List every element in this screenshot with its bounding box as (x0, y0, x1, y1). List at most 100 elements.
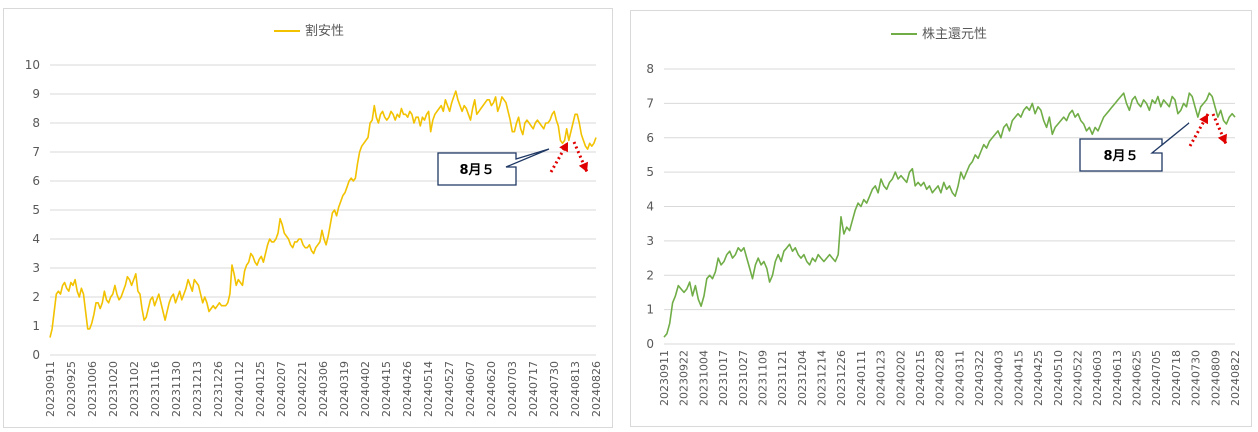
x-tick-label: 20231109 (756, 350, 769, 406)
y-tick-label: 7 (646, 96, 654, 110)
x-tick-label: 20240730 (1190, 350, 1203, 406)
x-tick-label: 20240426 (401, 361, 414, 417)
chart-right: 株主還元性 0 1 2 3 4 5 6 7 8 20230911 20230922 20231004 20… (646, 27, 1242, 406)
x-tick-label: 20240718 (1170, 350, 1183, 406)
series-line (49, 90, 597, 338)
x-tick-label: 20240613 (1111, 350, 1124, 406)
x-tick-label: 20240522 (1071, 350, 1084, 406)
x-tick-label: 20240403 (993, 350, 1006, 406)
x-tick-label: 20231204 (796, 350, 809, 406)
y-tick-label: 4 (32, 232, 40, 246)
x-tick-label: 20231121 (776, 350, 789, 406)
legend-label: 株主還元性 (922, 27, 987, 42)
arrow-head (578, 161, 589, 172)
x-tick-label: 20240620 (485, 361, 498, 417)
x-tick-label: 20240703 (506, 361, 519, 417)
y-tick-label: 6 (646, 131, 654, 145)
y-tick-label: 1 (32, 319, 40, 333)
y-tick-label: 0 (646, 337, 654, 351)
arrow-head (559, 142, 568, 153)
x-tick-label: 20240607 (464, 361, 477, 417)
x-tick-label: 20231027 (737, 350, 750, 406)
x-tick-label: 20240207 (275, 361, 288, 417)
x-tick-label: 20240425 (1032, 350, 1045, 406)
x-tick-label: 20231102 (128, 361, 141, 417)
y-tick-label: 1 (646, 303, 654, 317)
x-tick-label: 20240625 (1131, 350, 1144, 406)
trend-arrows (549, 141, 589, 173)
x-tick-label: 20240322 (973, 350, 986, 406)
x-tick-label: 20240228 (934, 350, 947, 406)
x-tick-label: 20240125 (254, 361, 267, 417)
arrow-line (549, 141, 570, 173)
x-tick-label: 20240311 (953, 350, 966, 406)
x-tick-label: 20231006 (86, 361, 99, 417)
x-tick-label: 20240527 (443, 361, 456, 417)
x-tick-label: 20230911 (44, 361, 57, 417)
x-tick-label: 20231020 (107, 361, 120, 417)
x-tick-label: 20240826 (590, 361, 603, 417)
y-tick-label: 0 (32, 348, 40, 362)
annotation-callout: 8月５ (1079, 122, 1190, 172)
x-tick-label: 20240809 (1209, 350, 1222, 406)
x-tick-label: 20240306 (317, 361, 330, 417)
x-tick-label: 20240415 (1012, 350, 1025, 406)
x-tick-label: 20240730 (548, 361, 561, 417)
trend-arrows (1188, 113, 1228, 147)
y-tick-label: 6 (32, 174, 40, 188)
y-tick-label: 9 (32, 87, 40, 101)
y-tick-label: 4 (646, 200, 654, 214)
chart-panel-right: 株主還元性 0 1 2 3 4 5 6 7 8 20230911 20230922 20231004 20… (630, 10, 1252, 427)
y-tick-label: 8 (32, 116, 40, 130)
legend-label: 割安性 (305, 23, 344, 39)
x-tick-label: 20240319 (338, 361, 351, 417)
y-tick-label: 2 (32, 290, 40, 304)
x-tick-label: 20240813 (569, 361, 582, 417)
arrow-head (1217, 133, 1228, 144)
arrow-head (1199, 114, 1208, 125)
arrow-line (572, 141, 589, 173)
y-tick-label: 2 (646, 268, 654, 282)
y-tick-label: 7 (32, 145, 40, 159)
x-tick-label: 20231130 (170, 361, 183, 417)
x-tick-label: 20231017 (717, 350, 730, 406)
x-tick-label: 20240112 (233, 361, 246, 417)
y-tick-label: 8 (646, 62, 654, 76)
x-tick-label: 20240111 (855, 350, 868, 406)
series-line (663, 92, 1236, 338)
x-tick-label: 20240123 (875, 350, 888, 406)
x-tick-label: 20240822 (1229, 350, 1242, 406)
annotation-callout: 8月５ (437, 148, 550, 186)
y-tick-label: 3 (32, 261, 40, 275)
x-tick-label: 20231214 (816, 350, 829, 406)
x-tick-label: 20231213 (191, 361, 204, 417)
x-tick-label: 20240603 (1091, 350, 1104, 406)
x-tick-label: 20230922 (678, 350, 691, 406)
y-tick-label: 5 (646, 165, 654, 179)
callout-box (1079, 122, 1190, 172)
x-tick-label: 20231226 (835, 350, 848, 406)
x-tick-label: 20240221 (296, 361, 309, 417)
x-tick-label: 20240510 (1052, 350, 1065, 406)
y-tick-label: 3 (646, 234, 654, 248)
legend: 割安性 (274, 23, 344, 39)
x-tick-label: 20240215 (914, 350, 927, 406)
x-tick-label: 20240514 (422, 361, 435, 417)
chart-panel-left: 割安性 0 1 2 3 4 5 6 7 8 9 10 20230911 20230925 20231006 2… (3, 8, 613, 428)
arrow-line (1211, 113, 1228, 145)
legend: 株主還元性 (891, 27, 987, 42)
x-tick-label: 20230925 (65, 361, 78, 417)
y-tick-label: 10 (25, 58, 40, 72)
x-tick-label: 20240705 (1150, 350, 1163, 406)
x-tick-label: 20231116 (149, 361, 162, 417)
x-tick-label: 20231226 (212, 361, 225, 417)
y-tick-label: 5 (32, 203, 40, 217)
x-tick-label: 20240202 (894, 350, 907, 406)
x-tick-label: 20230911 (658, 350, 671, 406)
x-tick-label: 20240415 (380, 361, 393, 417)
callout-label: 8月５ (1103, 149, 1138, 164)
callout-box (437, 148, 550, 186)
x-tick-label: 20240402 (359, 361, 372, 417)
x-tick-label: 20240717 (527, 361, 540, 417)
callout-label: 8月５ (459, 163, 494, 178)
